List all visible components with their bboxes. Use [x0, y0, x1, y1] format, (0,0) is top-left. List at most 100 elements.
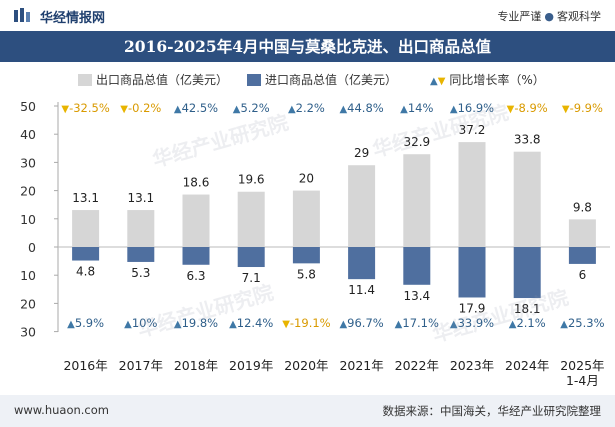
- x-tick-label: 2025年 1-4月: [560, 358, 604, 388]
- x-tick-label: 2021年: [339, 358, 383, 373]
- import-bar: [182, 247, 210, 265]
- import-bar: [127, 247, 155, 262]
- import-yoy-label: ▲2.1%: [509, 316, 546, 330]
- import-yoy-value: 10%: [132, 316, 158, 330]
- export-yoy-label: ▲44.8%: [339, 101, 383, 115]
- up-triangle-icon: ▲: [174, 319, 182, 330]
- legend-import-label: 进口商品总值（亿美元）: [265, 73, 398, 87]
- export-value-label: 13.1: [127, 191, 154, 205]
- export-bar: [72, 210, 100, 247]
- y-tick-label: 10: [20, 212, 36, 227]
- export-yoy-label: ▲5.2%: [233, 101, 270, 115]
- x-tick-label-line: 2021年: [339, 358, 383, 373]
- down-triangle-icon: ▼: [507, 104, 515, 115]
- import-value-label: 6.3: [186, 269, 205, 283]
- import-yoy-label: ▲25.3%: [560, 316, 604, 330]
- y-tick-label: 0: [28, 240, 36, 255]
- import-bar: [348, 247, 376, 280]
- export-value-label: 13.1: [72, 191, 99, 205]
- export-value-label: 9.8: [573, 200, 592, 214]
- export-bar: [127, 210, 155, 247]
- x-tick-label-line: 2019年: [229, 358, 273, 373]
- import-yoy-label: ▲96.7%: [339, 316, 383, 330]
- import-bar: [458, 247, 486, 298]
- up-triangle-icon: ▲: [509, 319, 517, 330]
- export-value-label: 29: [354, 146, 369, 160]
- legend-import: 进口商品总值（亿美元）: [247, 71, 397, 88]
- import-yoy-value: 17.1%: [402, 316, 439, 330]
- export-yoy-value: 16.9%: [458, 101, 495, 115]
- export-yoy-label: ▲16.9%: [450, 101, 494, 115]
- export-value-label: 20: [299, 172, 314, 186]
- import-yoy-label: ▲12.4%: [229, 316, 273, 330]
- x-tick-label-line: 2023年: [450, 358, 494, 373]
- export-yoy-label: ▲2.2%: [288, 101, 325, 115]
- x-tick-label-line: 2016年: [63, 358, 107, 373]
- import-yoy-value: 33.9%: [458, 316, 495, 330]
- import-value-label: 6: [579, 268, 587, 282]
- import-yoy-label: ▼-19.1%: [282, 316, 330, 330]
- up-triangle-icon: ▲: [124, 319, 132, 330]
- import-value-label: 5.3: [131, 266, 150, 280]
- up-triangle-icon: ▲: [400, 104, 408, 115]
- up-triangle-icon: ▲: [339, 104, 347, 115]
- export-value-label: 32.9: [403, 135, 430, 149]
- x-tick-label: 2020年: [284, 358, 328, 373]
- y-tick-label: 50: [20, 99, 36, 114]
- export-value-label: 33.8: [514, 133, 541, 147]
- x-tick-label-line: 1-4月: [566, 373, 599, 388]
- export-yoy-value: 5.2%: [240, 101, 269, 115]
- export-yoy-value: -32.5%: [69, 101, 110, 115]
- x-tick-label-line: 2017年: [119, 358, 163, 373]
- footer: www.huaon.com 数据来源：中国海关，华经产业研究院整理: [0, 395, 615, 427]
- export-yoy-label: ▼-32.5%: [61, 101, 109, 115]
- x-tick-label: 2022年: [395, 358, 439, 373]
- export-yoy-label: ▼-8.9%: [507, 101, 548, 115]
- legend-down-triangle-icon: ▼: [437, 76, 446, 87]
- import-yoy-label: ▲33.9%: [450, 316, 494, 330]
- up-triangle-icon: ▲: [450, 319, 458, 330]
- x-tick-label: 2024年: [505, 358, 549, 373]
- import-value-label: 4.8: [76, 265, 95, 279]
- legend-yoy: ▲▼ 同比增长率（%）: [430, 71, 545, 88]
- down-triangle-icon: ▼: [61, 104, 69, 115]
- import-bar: [568, 247, 596, 264]
- up-triangle-icon: ▲: [233, 104, 241, 115]
- top-bar: 华经情报网 专业严谨 ● 客观科学: [0, 0, 615, 30]
- legend-export: 出口商品总值（亿美元）: [78, 71, 228, 88]
- up-triangle-icon: ▲: [288, 104, 296, 115]
- import-yoy-label: ▲17.1%: [395, 316, 439, 330]
- up-triangle-icon: ▲: [450, 104, 458, 115]
- x-tick-label: 2019年: [229, 358, 273, 373]
- export-yoy-label: ▼-0.2%: [120, 101, 161, 115]
- x-tick-label: 2023年: [450, 358, 494, 373]
- tagline-left: 专业严谨: [497, 10, 542, 23]
- up-triangle-icon: ▲: [67, 319, 75, 330]
- legend-export-swatch: [78, 74, 92, 86]
- import-yoy-label: ▲19.8%: [174, 316, 218, 330]
- import-bar: [403, 247, 431, 285]
- y-tick-label: 40: [20, 127, 36, 142]
- chart-area: 5040302010010203013.14.8▼-32.5%▲5.9%2016…: [20, 99, 610, 388]
- up-triangle-icon: ▲: [229, 319, 237, 330]
- export-yoy-label: ▼-9.9%: [562, 101, 603, 115]
- import-value-label: 17.9: [459, 301, 486, 315]
- export-yoy-value: 2.2%: [296, 101, 325, 115]
- import-yoy-label: ▲5.9%: [67, 316, 104, 330]
- legend-up-triangle-icon: ▲: [430, 76, 438, 87]
- import-yoy-value: 96.7%: [347, 316, 384, 330]
- chart-legend: 出口商品总值（亿美元） 进口商品总值（亿美元） ▲▼ 同比增长率（%）: [0, 66, 615, 90]
- x-tick-label: 2016年: [63, 358, 107, 373]
- import-yoy-label: ▲10%: [124, 316, 157, 330]
- export-value-label: 37.2: [459, 123, 486, 137]
- import-yoy-value: 19.8%: [182, 316, 219, 330]
- export-yoy-value: -8.9%: [514, 101, 547, 115]
- export-bar: [292, 190, 320, 247]
- import-value-label: 5.8: [297, 267, 316, 281]
- down-triangle-icon: ▼: [562, 104, 570, 115]
- up-triangle-icon: ▲: [339, 319, 347, 330]
- import-value-label: 13.4: [403, 289, 430, 303]
- import-yoy-value: 12.4%: [237, 316, 274, 330]
- export-bar: [568, 219, 596, 247]
